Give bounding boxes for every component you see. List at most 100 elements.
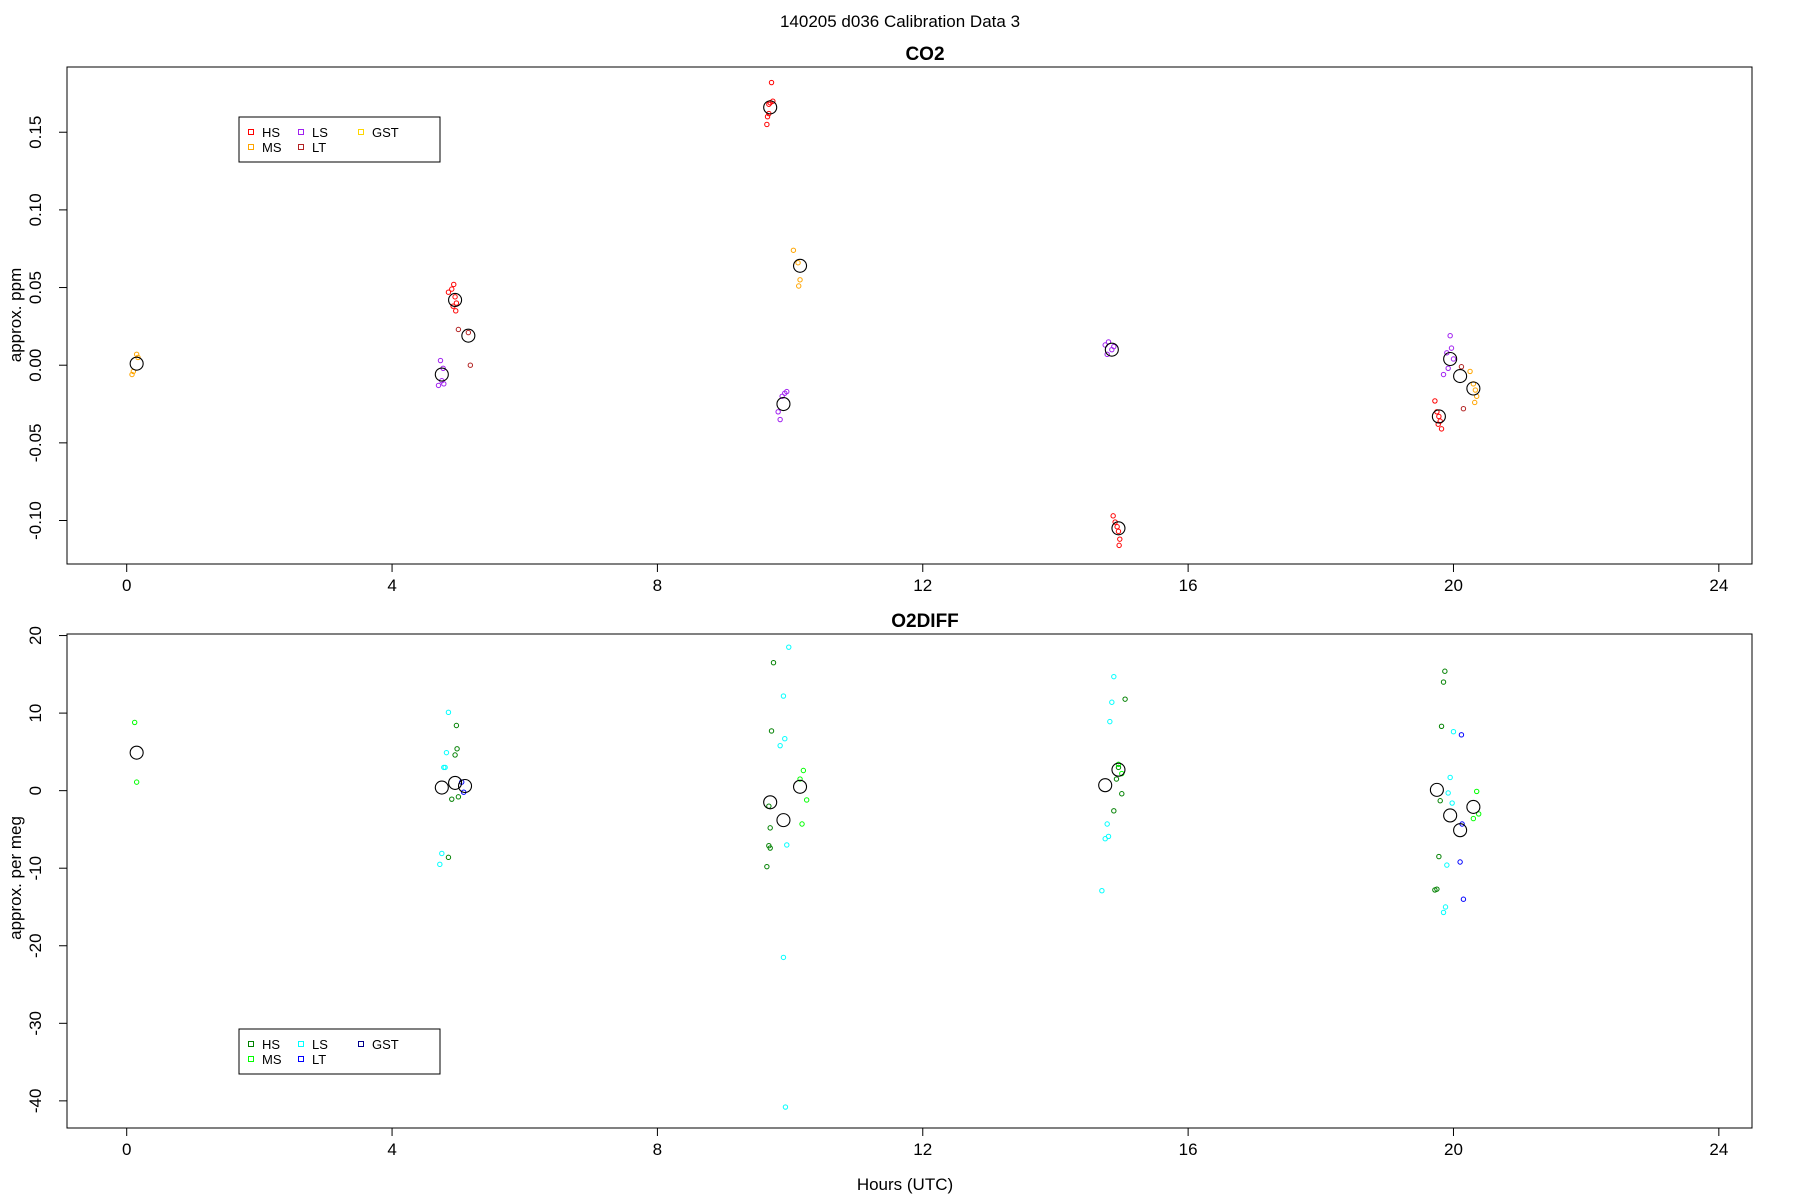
point-ls bbox=[1445, 365, 1451, 372]
point-hs bbox=[1442, 668, 1448, 674]
x-tick-label: 8 bbox=[653, 576, 662, 595]
mean-point bbox=[461, 328, 476, 343]
point-ls bbox=[1440, 909, 1447, 916]
point-ms bbox=[797, 776, 803, 782]
legend-marker bbox=[248, 129, 254, 135]
legend-marker bbox=[358, 129, 364, 135]
point-ms bbox=[133, 779, 140, 785]
y-tick-label: 0 bbox=[26, 786, 45, 795]
point-ls bbox=[1444, 862, 1450, 868]
mean-point bbox=[1111, 762, 1126, 777]
y-tick-label: -30 bbox=[26, 1011, 45, 1036]
legend-label: HS bbox=[262, 1037, 280, 1052]
mean-point bbox=[1466, 799, 1481, 814]
co2-title: CO2 bbox=[905, 44, 944, 65]
point-hs bbox=[449, 796, 455, 802]
point-ls bbox=[779, 393, 785, 399]
point-hs bbox=[1119, 791, 1125, 797]
point-ls bbox=[784, 388, 790, 395]
o2diff-axis-ticks: 0 4 8 12 16 20 24 -40 -30 -20 -10 0 10 20 bbox=[26, 626, 1728, 1159]
x-tick-label: 24 bbox=[1709, 576, 1728, 595]
mean-point bbox=[1453, 823, 1468, 838]
mean-point bbox=[129, 356, 144, 371]
point-hs bbox=[452, 294, 458, 300]
point-hs bbox=[1438, 426, 1445, 432]
mean-point bbox=[1111, 521, 1126, 536]
point-hs bbox=[764, 121, 770, 128]
mean-point bbox=[448, 292, 463, 308]
o2diff-title: O2DIFF bbox=[891, 611, 959, 632]
point-ls bbox=[441, 764, 447, 771]
point-hs bbox=[453, 300, 460, 306]
point-ls bbox=[1104, 351, 1110, 358]
legend-label: GST bbox=[372, 125, 399, 140]
point-hs bbox=[1435, 421, 1441, 427]
mean-point bbox=[1429, 782, 1444, 797]
point-hs bbox=[1115, 764, 1122, 771]
mean-point bbox=[1443, 351, 1458, 367]
mean-point bbox=[792, 779, 808, 794]
point-ls bbox=[1442, 904, 1449, 910]
y-tick-label: 0.00 bbox=[26, 349, 45, 382]
mean-point bbox=[448, 775, 463, 790]
x-tick-label: 16 bbox=[1179, 1140, 1198, 1159]
point-hs bbox=[452, 752, 458, 758]
point-hs bbox=[1117, 536, 1123, 542]
point-ms bbox=[1472, 399, 1478, 406]
point-ls bbox=[777, 742, 783, 749]
point-lt bbox=[467, 362, 474, 368]
point-ls bbox=[1107, 718, 1113, 725]
y-tick-label: 0.10 bbox=[26, 193, 45, 226]
y-tick-label: 20 bbox=[26, 626, 45, 645]
x-tick-label: 20 bbox=[1444, 1140, 1463, 1159]
y-tick-label: -0.10 bbox=[26, 501, 45, 540]
point-hs bbox=[1432, 887, 1438, 893]
point-ls bbox=[780, 954, 787, 961]
point-ls bbox=[1111, 673, 1117, 680]
y-tick-label: -20 bbox=[26, 933, 45, 958]
point-hs bbox=[770, 659, 777, 666]
point-ms bbox=[1115, 761, 1122, 767]
point-ls bbox=[784, 842, 790, 848]
o2diff-panel: O2DIFF approx. per meg 0 4 8 12 16 20 24 -40 -30… bbox=[6, 611, 1753, 1159]
point-hs bbox=[764, 863, 770, 870]
mean-point bbox=[792, 258, 808, 273]
point-ls bbox=[1450, 729, 1457, 735]
x-tick-label: 0 bbox=[122, 576, 131, 595]
y-tick-label: 0.05 bbox=[26, 271, 45, 304]
point-lt bbox=[1458, 364, 1465, 370]
legend-marker bbox=[248, 144, 254, 150]
mean-point bbox=[1453, 369, 1468, 384]
point-ms bbox=[129, 371, 135, 378]
point-ls bbox=[441, 381, 447, 387]
legend-label: MS bbox=[262, 140, 282, 155]
mean-point bbox=[1104, 342, 1119, 357]
co2-ylabel: approx. ppm bbox=[6, 268, 25, 363]
mean-point bbox=[776, 396, 791, 412]
point-hs bbox=[767, 845, 773, 851]
legend-marker bbox=[298, 1041, 304, 1047]
point-hs bbox=[1440, 679, 1447, 685]
mean-point bbox=[129, 745, 144, 760]
legend-label: LT bbox=[312, 140, 326, 155]
point-ls bbox=[1099, 887, 1105, 894]
legend-marker bbox=[358, 1041, 364, 1047]
point-ls bbox=[1109, 699, 1115, 705]
legend-label: LS bbox=[312, 1037, 328, 1052]
point-ls bbox=[1111, 343, 1117, 350]
o2diff-marks bbox=[129, 644, 1482, 1110]
x-tick-label: 4 bbox=[387, 1140, 396, 1159]
x-tick-label: 4 bbox=[387, 576, 396, 595]
point-ls bbox=[439, 850, 445, 857]
point-hs bbox=[445, 289, 452, 295]
point-ms bbox=[795, 259, 801, 266]
co2-marks bbox=[129, 79, 1481, 549]
point-ls bbox=[786, 644, 792, 650]
point-hs bbox=[445, 854, 452, 861]
x-tick-label: 12 bbox=[913, 1140, 932, 1159]
legend-marker bbox=[298, 144, 304, 150]
x-tick-label: 12 bbox=[913, 576, 932, 595]
y-tick-label: 10 bbox=[26, 704, 45, 723]
